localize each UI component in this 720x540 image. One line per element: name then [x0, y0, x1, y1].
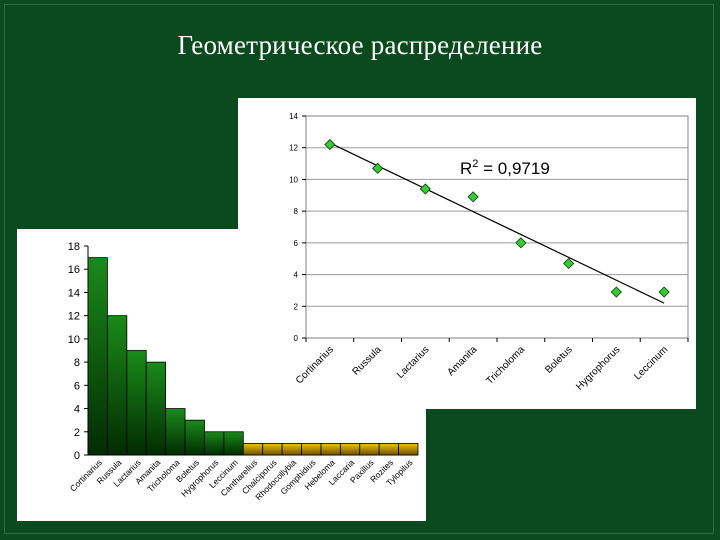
scatter-y-tick-label: 0: [294, 334, 299, 343]
scatter-point: [372, 162, 384, 174]
bar-y-tick-label: 6: [74, 380, 80, 392]
scatter-y-tick-label: 10: [289, 175, 298, 184]
slide-title: Геометрическое распределение: [177, 30, 543, 60]
bar-y-tick-label: 14: [68, 287, 80, 299]
bar: [204, 431, 225, 456]
bar: [87, 257, 108, 456]
bar-y-tick-label: 18: [68, 241, 80, 253]
scatter-point: [419, 183, 431, 195]
bar: [378, 442, 399, 456]
scatter-y-tick-label: 4: [294, 271, 299, 280]
bar: [145, 361, 167, 456]
slide-frame: [4, 4, 714, 534]
scatter-point: [610, 286, 622, 298]
scatter-point: [563, 257, 575, 270]
bar-y-tick-label: 8: [74, 357, 80, 369]
r-squared-annotation: R2 = 0,9719: [460, 158, 550, 178]
bar: [242, 442, 264, 456]
scatter-chart-panel: 0 2 4 6 8 10 12 14 Cortinarius Russula Lactarius Am…: [238, 98, 696, 409]
scatter-y-tick-label: 14: [289, 112, 298, 121]
bar-y-tick-label: 10: [68, 334, 80, 346]
bar: [126, 350, 147, 456]
scatter-category-label: Boletus: [543, 344, 574, 375]
scatter-point: [324, 138, 336, 151]
bar: [165, 408, 186, 456]
scatter-y-tick-label: 12: [289, 144, 298, 153]
scatter-y-tick-label: 8: [294, 207, 299, 216]
scatter-category-label: Cortinarius: [294, 344, 336, 386]
scatter-y-tick-label: 6: [294, 239, 299, 248]
bar-y-tick-label: 16: [68, 264, 80, 276]
scatter-point: [515, 237, 527, 249]
scatter-category-label: Hygrophorus: [574, 344, 622, 392]
scatter-category-label: Russula: [350, 344, 384, 378]
bar: [320, 442, 341, 456]
bar: [339, 442, 361, 456]
scatter-category-label: Amanita: [446, 344, 480, 378]
bar: [301, 442, 322, 456]
scatter-chart: 0 2 4 6 8 10 12 14 Cortinarius Russula Lactarius Am…: [289, 112, 689, 393]
scatter-trendline: [329, 142, 665, 304]
scatter-y-tick-label: 2: [294, 302, 299, 311]
bar-chart: 024681012141618CortinariusRussulaLactari…: [68, 241, 419, 502]
bar: [359, 442, 380, 456]
bar: [398, 442, 419, 456]
bar: [223, 431, 244, 456]
bar-y-tick-label: 12: [68, 311, 80, 323]
bar: [281, 442, 302, 456]
scatter-category-label: Leccinum: [632, 344, 670, 382]
bar-y-tick-label: 2: [74, 427, 80, 439]
bar: [184, 419, 205, 456]
scatter-plot-area: [305, 115, 689, 339]
bar-y-tick-label: 0: [74, 450, 80, 462]
bar: [107, 315, 128, 456]
bar-y-tick-label: 4: [74, 404, 80, 416]
scatter-point: [467, 191, 479, 203]
bar: [262, 442, 283, 456]
scatter-category-label: Tricholoma: [485, 344, 528, 387]
scatter-category-label: Lactarius: [395, 344, 431, 380]
scatter-point: [658, 286, 670, 298]
